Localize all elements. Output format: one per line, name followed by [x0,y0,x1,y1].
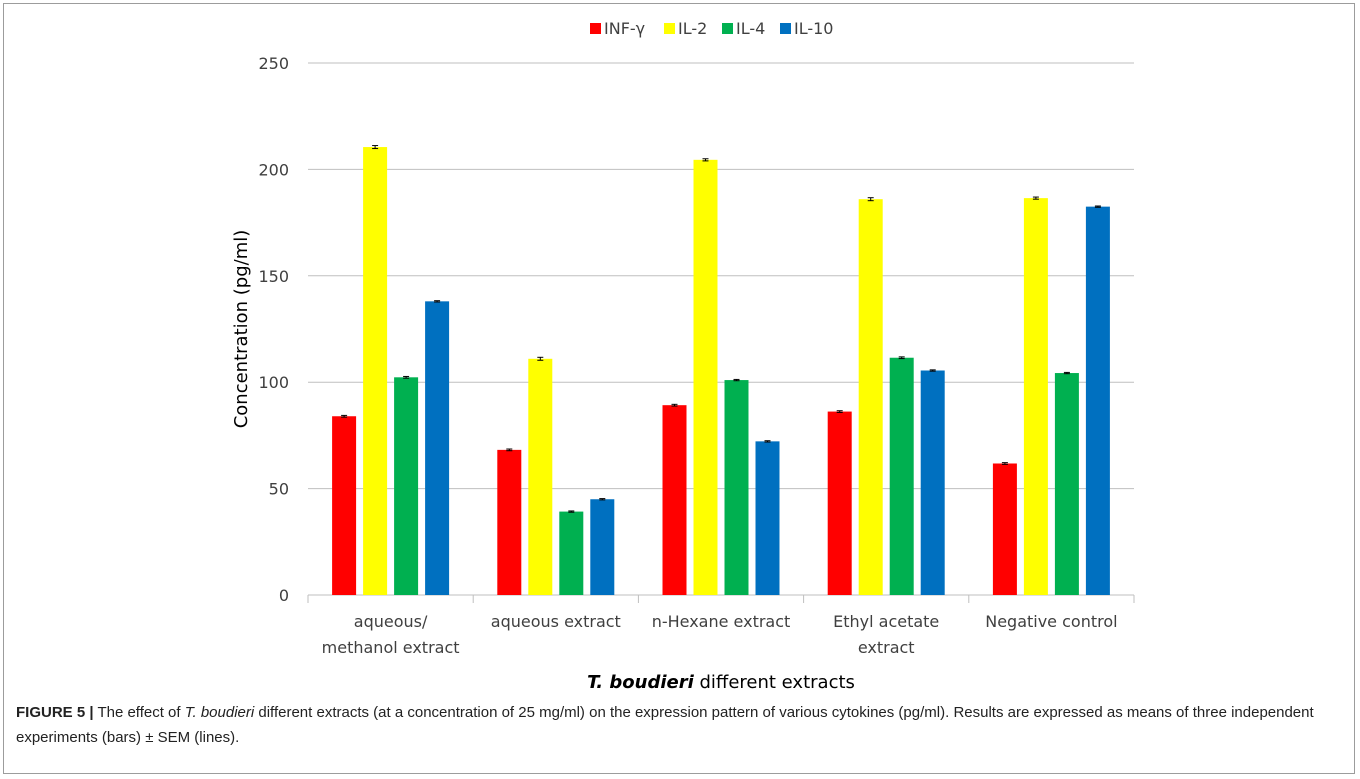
bar [394,377,419,595]
bar [1054,373,1079,595]
bar [363,147,388,595]
legend-swatch [664,23,675,34]
legend-swatch [590,23,601,34]
y-tick-label: 250 [258,54,289,73]
bar [332,416,357,595]
bar [992,463,1017,595]
bar [755,441,780,595]
caption-label: FIGURE 5 | [16,704,94,721]
y-tick-label: 200 [258,160,289,179]
bar [590,499,615,595]
caption-text-after: different extracts (at a concentration o… [16,704,1314,746]
bar [889,357,914,595]
bar [827,411,852,595]
bar [724,380,749,595]
bar [425,301,450,595]
y-tick-label: 50 [269,480,289,499]
bar [662,405,687,595]
x-axis-label-species: T. boudieri [587,672,695,693]
x-tick-label: aqueous/ [354,612,428,631]
x-tick-label: Negative control [985,612,1117,631]
x-tick-label: aqueous extract [491,612,621,631]
legend-label: IL-4 [736,19,765,38]
bar [693,159,718,595]
x-tick-label: Ethyl acetate [833,612,939,631]
bar-chart: 0 50 100 150 200 250 aqueous/methanol extract a… [231,19,1135,693]
figure-caption: FIGURE 5 | The effect of T. boudieri dif… [16,700,1336,750]
x-axis-label: T. boudieri different extracts [587,672,855,693]
caption-text-before: The effect of [93,704,185,721]
x-axis-label-rest: different extracts [694,672,855,693]
figure-frame [3,3,1355,774]
bar [528,358,553,595]
x-tick-label: methanol extract [322,638,460,657]
y-tick-label: 150 [258,267,289,286]
caption-species: T. boudieri [184,704,255,721]
bar [920,370,945,595]
x-tick-label: n-Hexane extract [652,612,791,631]
legend-swatch [722,23,733,34]
bar [559,511,584,595]
bar [858,199,883,595]
legend-swatch [780,23,791,34]
legend-label: IL-10 [794,19,833,38]
bar [497,449,522,595]
legend-label: IL-2 [678,19,707,38]
bar [1023,198,1048,596]
y-tick-label: 100 [258,373,289,392]
y-tick-label: 0 [279,586,289,605]
bar [1085,206,1110,595]
y-axis-label: Concentration (pg/ml) [231,230,252,429]
legend-label: INF-γ [604,19,645,38]
x-tick-label: extract [858,638,915,657]
